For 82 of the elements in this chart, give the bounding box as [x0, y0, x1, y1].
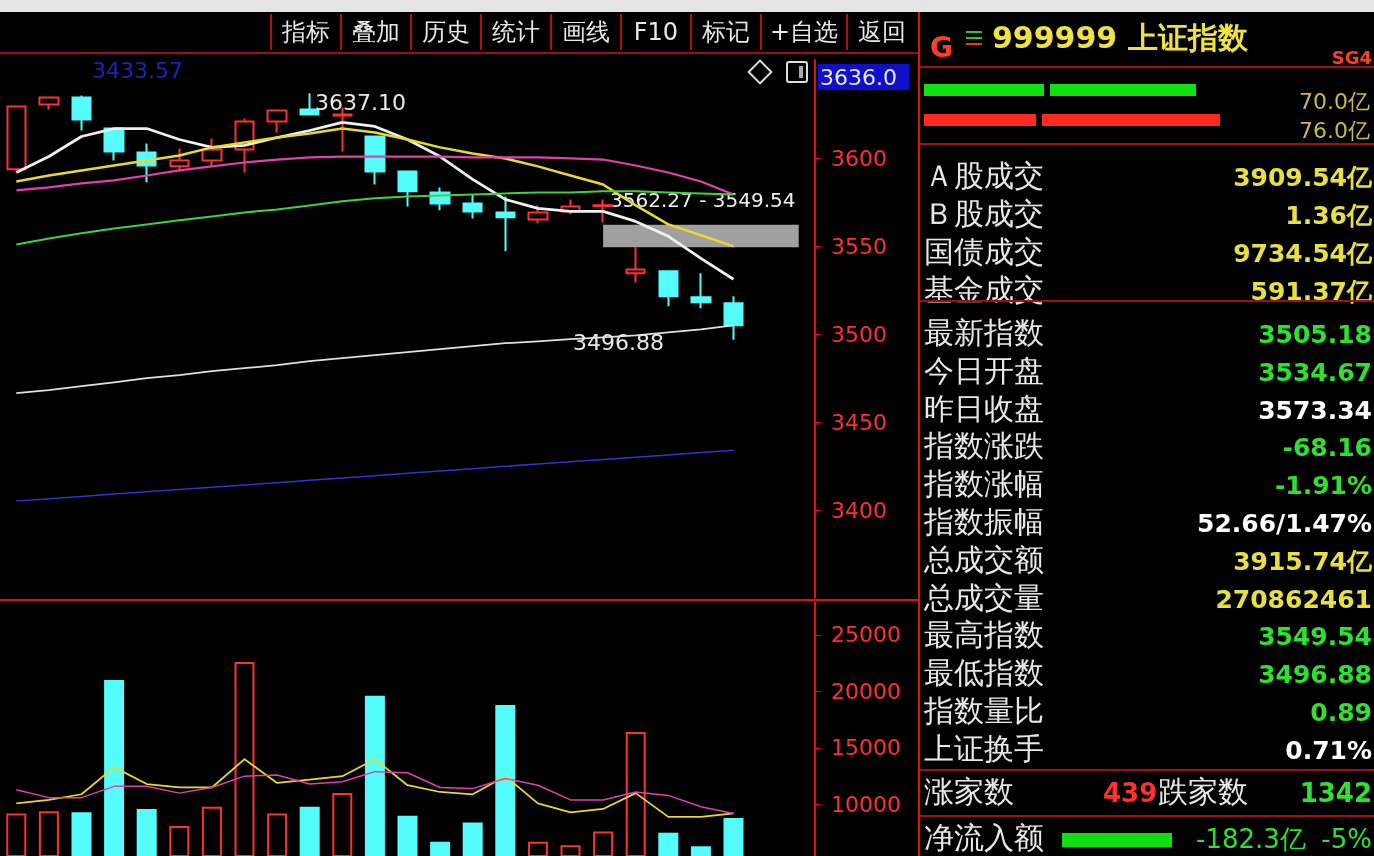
text: 70.0亿 [1299, 89, 1370, 114]
y-tick-label: 15000 [831, 735, 901, 761]
candlestick [266, 109, 288, 134]
candlestick [462, 193, 483, 220]
text: 9734.54亿 [1233, 239, 1372, 268]
category-label: Ａ股成交 [924, 158, 1044, 194]
y-tick-label: 3600 [831, 145, 887, 171]
category-label: 总成交额 [924, 541, 1044, 578]
text: 0.71% [1285, 735, 1372, 765]
text: -68.16 [1282, 433, 1372, 463]
text: -5% [1321, 823, 1372, 856]
candlestick [6, 104, 27, 174]
line-series [15, 449, 735, 502]
text: 76.0亿 [1299, 117, 1370, 145]
category-label: 指数量比 [924, 693, 1044, 729]
text: 270862461 [1215, 584, 1372, 614]
line-series [15, 770, 735, 815]
category-label: 最新指数 [924, 315, 1044, 351]
text: 涨家数 [924, 774, 1014, 810]
candlestick [658, 270, 679, 308]
category-label: 指数涨幅 [924, 466, 1044, 503]
category-label: 返回 [846, 14, 916, 50]
text: 3549.54 [1258, 622, 1372, 652]
category-label: 最低指数 [924, 655, 1044, 692]
category-label: 指数涨跌 [924, 428, 1044, 465]
text: 3909.54亿 [1233, 163, 1372, 192]
category-label: F10 [619, 14, 690, 50]
text: 3636.0 [820, 64, 897, 90]
category-label: 指数振幅 [924, 504, 1044, 540]
category-label: 画线 [549, 14, 620, 50]
y-tick-label: 10000 [831, 791, 901, 817]
text: -1.91% [1274, 471, 1372, 501]
text: 3505.18 [1258, 320, 1372, 349]
text: 1.36亿 [1285, 201, 1372, 230]
text: 3573.34 [1258, 395, 1372, 425]
text: 3915.74亿 [1233, 546, 1372, 576]
annotation: 3496.88 [573, 330, 664, 356]
category-label: 今日开盘 [924, 352, 1044, 389]
candlestick [201, 137, 223, 168]
text: -182.3亿 [1196, 823, 1306, 856]
candlestick [723, 295, 744, 341]
category-label: 上证换手 [924, 730, 1044, 767]
annotation: 3637.10 [315, 89, 406, 115]
category-label: Ｂ股成交 [924, 196, 1044, 232]
text: 439 [1103, 777, 1158, 810]
text: 0.89 [1310, 698, 1372, 727]
category-label: 指标 [269, 14, 340, 50]
y-tick-label: 25000 [831, 622, 901, 648]
candlestick [364, 135, 386, 186]
category-label: 总成交量 [924, 579, 1044, 616]
y-tick-label: 3400 [831, 497, 887, 523]
candlestick [527, 204, 549, 225]
category-label: 叠加 [339, 14, 410, 50]
text: 3496.88 [1258, 660, 1372, 690]
text: 999999 上证指数 [992, 20, 1248, 56]
y-tick-label: 3500 [831, 321, 887, 347]
line-series [15, 324, 735, 395]
text: 3534.67 [1258, 357, 1372, 387]
category-label: 昨日收盘 [924, 390, 1044, 427]
candlestick [690, 272, 712, 310]
text: G [930, 30, 953, 66]
y-tick-label: 3450 [831, 409, 887, 435]
candlestick [495, 195, 516, 253]
candlestick [625, 246, 646, 284]
category-label: 国债成交 [924, 234, 1044, 270]
category-label: +自选 [759, 14, 846, 50]
text: 净流入额 [924, 820, 1044, 856]
candlestick [71, 94, 92, 132]
text: 跌家数 [1158, 774, 1248, 810]
category-label: 标记 [689, 14, 760, 50]
text: 1342 [1299, 777, 1372, 810]
text: SG4 [1331, 46, 1372, 70]
annotation: 3433.57 [92, 57, 183, 83]
candlestick [38, 96, 60, 111]
category-label: 统计 [479, 14, 550, 50]
category-label: 历史 [409, 14, 480, 50]
y-tick-label: 20000 [831, 678, 901, 704]
line-series [15, 758, 735, 818]
candlestick [397, 170, 418, 208]
y-tick-label: 3550 [831, 233, 887, 259]
category-label: 最高指数 [924, 617, 1044, 654]
text: 52.66/1.47% [1197, 509, 1372, 538]
